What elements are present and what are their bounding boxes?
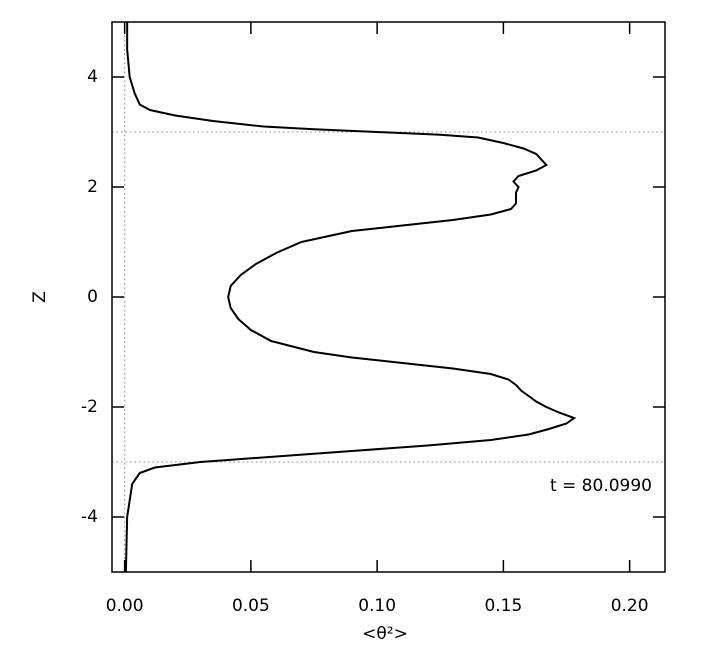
x-tick-label: 0.05 [232,596,270,616]
profile-line [124,22,577,573]
y-tick-label: 2 [87,177,98,197]
y-axis-label: Z [30,291,50,303]
annotation: t = 80.0990 [550,476,652,496]
y-tick-label: -4 [81,507,98,527]
x-tick-label: 0.10 [358,596,396,616]
x-axis-label: <θ²> [362,624,408,644]
y-tick-label: 0 [87,287,98,307]
y-tick-label: -2 [81,397,98,417]
x-tick-label: 0.20 [611,596,649,616]
x-tick-label: 0.15 [484,596,522,616]
x-tick-label: 0.00 [106,596,144,616]
y-tick-label: 4 [87,67,98,87]
